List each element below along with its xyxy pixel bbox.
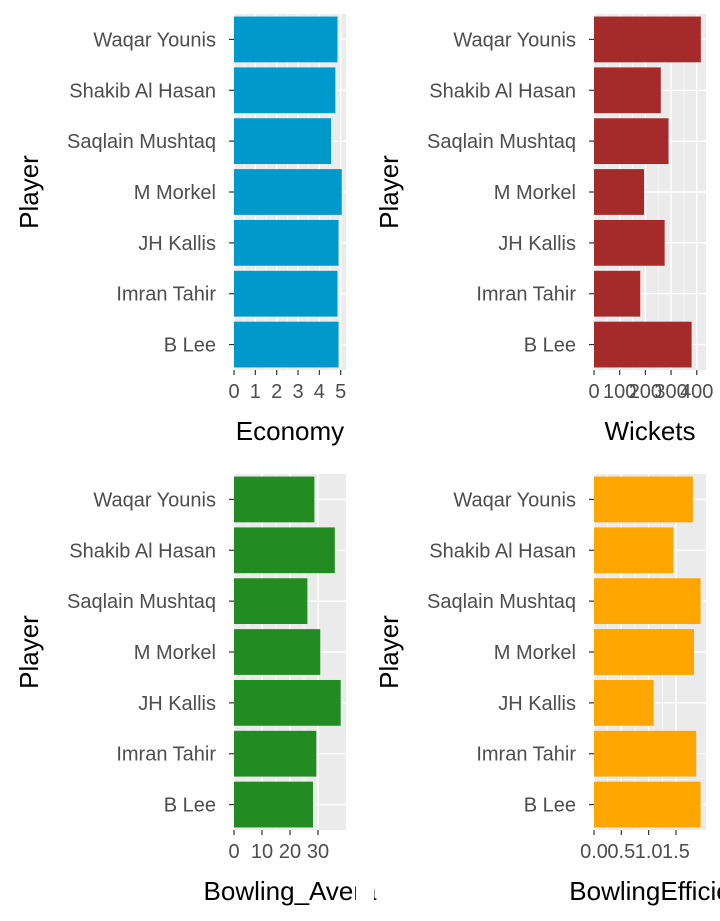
x-tick-label: 1.5: [662, 841, 690, 863]
x-tick-label: 1.0: [635, 841, 663, 863]
x-tick-label: 5: [335, 381, 346, 403]
x-tick-label: 30: [307, 841, 329, 863]
x-axis-title: Bowling_Avera: [204, 876, 378, 906]
y-tick-label: JH Kallis: [138, 693, 216, 715]
x-tick-label: 200: [629, 381, 662, 403]
x-tick-label: 2: [271, 381, 282, 403]
bar-imran-tahir: [234, 270, 338, 317]
x-tick-label: 0: [228, 841, 239, 863]
bar-jh-kallis: [234, 679, 341, 726]
y-axis-title: Player: [14, 615, 44, 689]
x-tick-label: 0: [228, 381, 239, 403]
y-tick-label: JH Kallis: [498, 233, 576, 255]
y-tick-label: M Morkel: [134, 642, 216, 664]
bar-imran-tahir: [234, 730, 317, 777]
y-tick-label: M Morkel: [134, 182, 216, 204]
y-tick-label: Shakib Al Hasan: [69, 80, 216, 102]
y-tick-label: Imran Tahir: [476, 284, 576, 306]
x-tick-label: 10: [251, 841, 273, 863]
y-tick-label: M Morkel: [494, 642, 576, 664]
bar-saqlain-mushtaq: [594, 118, 669, 165]
y-tick-label: B Lee: [524, 335, 576, 357]
bar-m-morkel: [234, 629, 321, 675]
y-tick-label: JH Kallis: [138, 233, 216, 255]
panel-2: B Lee Imran Tahir JH Kallis M Morkel Saqlain…: [374, 14, 713, 446]
panel-3: B Lee Imran Tahir JH Kallis M Morkel Saqlain…: [14, 474, 377, 906]
y-tick-label: Imran Tahir: [476, 744, 576, 766]
bar-shakib-al-hasan: [594, 67, 661, 114]
y-axis-title: Player: [14, 155, 44, 229]
title-crop-mask: [356, 870, 374, 921]
bar-saqlain-mushtaq: [234, 118, 332, 165]
y-tick-label: Shakib Al Hasan: [429, 80, 576, 102]
y-tick-label: Waqar Younis: [453, 489, 576, 511]
x-tick-label: 0: [588, 381, 599, 403]
y-tick-label: JH Kallis: [498, 693, 576, 715]
bar-saqlain-mushtaq: [594, 578, 701, 625]
y-tick-label: Saqlain Mushtaq: [427, 131, 576, 153]
bar-imran-tahir: [594, 270, 641, 317]
x-axis-title: BowlingEfficie: [569, 876, 720, 906]
x-tick-label: 1: [250, 381, 261, 403]
bar-b-lee: [594, 321, 692, 368]
y-tick-label: Imran Tahir: [116, 284, 216, 306]
y-tick-label: Saqlain Mushtaq: [427, 591, 576, 613]
bar-m-morkel: [594, 169, 645, 215]
bar-waqar-younis: [234, 476, 315, 523]
x-tick-label: 3: [292, 381, 303, 403]
y-tick-label: Saqlain Mushtaq: [67, 131, 216, 153]
x-tick-label: 300: [654, 381, 687, 403]
y-axis-title: Player: [374, 155, 404, 229]
x-tick-label: 0.0: [580, 841, 608, 863]
bar-shakib-al-hasan: [594, 527, 674, 574]
y-tick-label: Waqar Younis: [93, 29, 216, 51]
bar-jh-kallis: [594, 219, 665, 266]
x-tick-label: 4: [314, 381, 325, 403]
bar-saqlain-mushtaq: [234, 578, 308, 625]
bar-m-morkel: [234, 169, 342, 215]
y-tick-label: B Lee: [524, 795, 576, 817]
bar-b-lee: [234, 321, 339, 368]
panel-4: B Lee Imran Tahir JH Kallis M Morkel Saqlain…: [374, 474, 720, 906]
x-tick-label: 20: [279, 841, 301, 863]
bar-shakib-al-hasan: [234, 67, 336, 114]
y-tick-label: Waqar Younis: [453, 29, 576, 51]
x-tick-label: 0.5: [607, 841, 635, 863]
x-axis-title: Wickets: [605, 416, 696, 446]
bar-waqar-younis: [594, 476, 693, 523]
panel-1: B Lee Imran Tahir JH Kallis M Morkel Saqlain…: [14, 14, 346, 446]
y-tick-label: B Lee: [164, 335, 216, 357]
bar-m-morkel: [594, 629, 694, 675]
y-tick-label: Shakib Al Hasan: [69, 540, 216, 562]
y-tick-label: Shakib Al Hasan: [429, 540, 576, 562]
bar-imran-tahir: [594, 730, 697, 777]
bar-b-lee: [594, 781, 701, 828]
y-tick-label: Waqar Younis: [93, 489, 216, 511]
bar-waqar-younis: [234, 16, 338, 63]
bar-b-lee: [234, 781, 313, 828]
bar-shakib-al-hasan: [234, 527, 335, 574]
y-tick-label: B Lee: [164, 795, 216, 817]
bar-waqar-younis: [594, 16, 701, 63]
x-axis-title: Economy: [236, 416, 344, 446]
y-tick-label: M Morkel: [494, 182, 576, 204]
x-tick-label: 400: [680, 381, 713, 403]
y-tick-label: Imran Tahir: [116, 744, 216, 766]
bar-jh-kallis: [234, 219, 339, 266]
y-tick-label: Saqlain Mushtaq: [67, 591, 216, 613]
y-axis-title: Player: [374, 615, 404, 689]
x-tick-label: 100: [603, 381, 636, 403]
bar-jh-kallis: [594, 679, 654, 726]
